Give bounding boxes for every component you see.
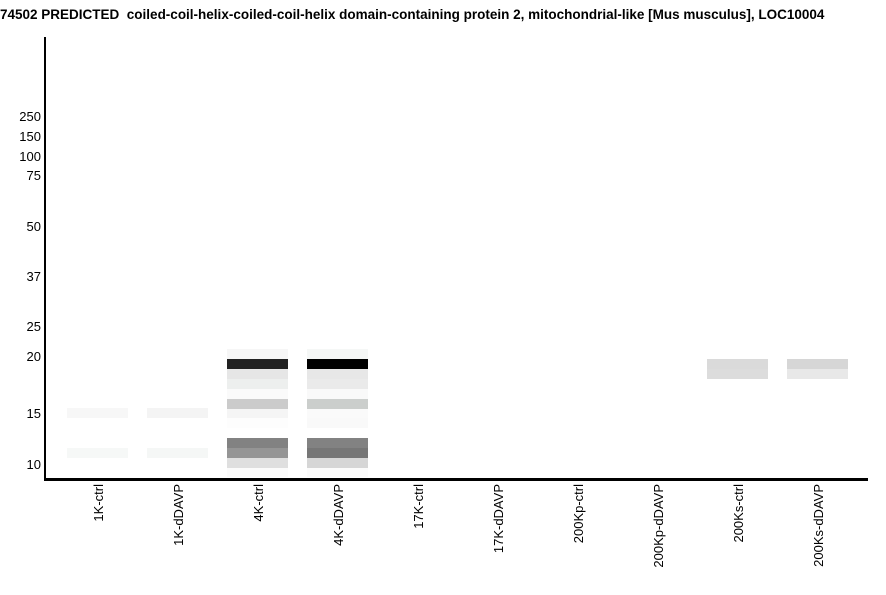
figure-title: 74502 PREDICTED coiled-coil-helix-coiled… [0, 7, 825, 22]
blot-band [306, 359, 368, 369]
y-axis-tick-label: 20 [26, 349, 41, 364]
blot-band [306, 468, 368, 477]
blot-band [226, 409, 288, 418]
y-axis-line [44, 37, 46, 478]
y-axis-tick-label: 150 [19, 129, 41, 144]
blot-band [306, 399, 368, 409]
blot-band [306, 438, 368, 448]
blot-band [226, 369, 288, 379]
blot-band [306, 418, 368, 428]
blot-band [146, 408, 208, 418]
blot-band [226, 379, 288, 389]
blot-band [306, 409, 368, 418]
y-axis-tick-label: 25 [26, 319, 41, 334]
blot-band [786, 369, 848, 379]
blot-band [706, 359, 768, 369]
x-axis-lane-label: 1K-dDAVP [171, 484, 186, 546]
y-axis-tick-label: 100 [19, 149, 41, 164]
y-axis-tick-label: 50 [26, 219, 41, 234]
blot-band [146, 448, 208, 458]
x-axis-lane-label: 1K-ctrl [91, 484, 106, 522]
x-axis-lane-label: 200Kp-dDAVP [651, 484, 666, 568]
x-axis-lane-label: 200Kp-ctrl [571, 484, 586, 544]
y-axis-tick-label: 250 [19, 109, 41, 124]
blot-band [226, 468, 288, 477]
blot-band [66, 408, 128, 418]
blot-band [226, 349, 288, 359]
x-axis-lane-label: 4K-dDAVP [331, 484, 346, 546]
blot-band [226, 418, 288, 428]
blot-band [226, 458, 288, 468]
blot-band [226, 389, 288, 399]
blot-band [306, 369, 368, 379]
y-axis-tick-label: 75 [26, 168, 41, 183]
blot-band [706, 369, 768, 379]
x-axis-lane-label: 200Ks-dDAVP [811, 484, 826, 567]
blot-band [226, 359, 288, 369]
y-axis-tick-label: 37 [26, 269, 41, 284]
blot-band [306, 349, 368, 359]
blot-band [306, 379, 368, 389]
blot-band [306, 389, 368, 399]
blot-band [306, 448, 368, 458]
blot-band [306, 458, 368, 468]
y-axis-tick-label: 15 [26, 406, 41, 421]
blot-band [226, 448, 288, 458]
blot-band [226, 438, 288, 448]
x-axis-lane-label: 4K-ctrl [251, 484, 266, 522]
blot-band [786, 359, 848, 369]
blot-band [66, 448, 128, 458]
x-axis-lane-label: 17K-dDAVP [491, 484, 506, 554]
x-axis-lane-label: 17K-ctrl [411, 484, 426, 529]
x-axis-line [44, 478, 868, 481]
x-axis-lane-label: 200Ks-ctrl [731, 484, 746, 543]
blot-band [226, 399, 288, 409]
y-axis-tick-label: 10 [26, 457, 41, 472]
